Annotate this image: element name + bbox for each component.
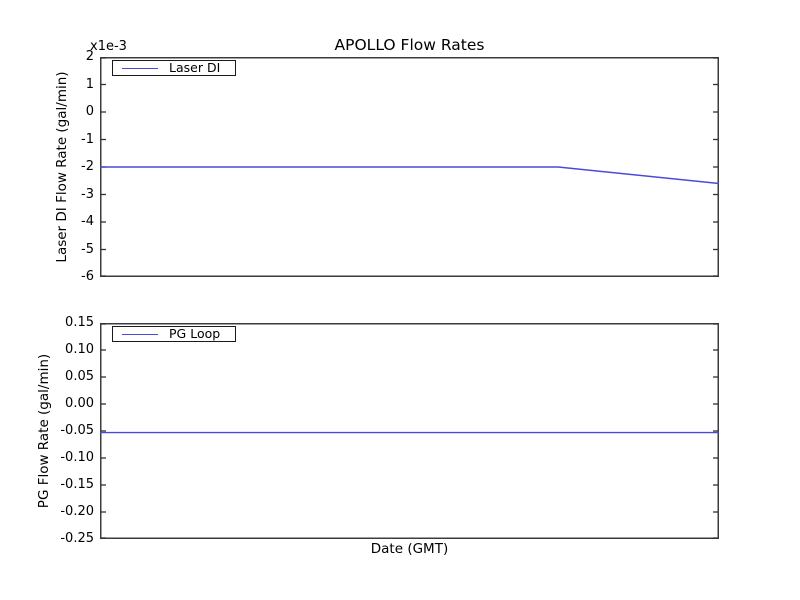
y-tick-label: -0.15 [60,477,94,492]
y-tick-label: -0.10 [60,450,94,465]
y-tick-label: 1 [85,76,94,92]
y-tick-label: 0 [85,104,94,119]
y-tick-label: 0.05 [65,369,94,384]
y-tick-label: 2 [85,49,94,64]
y-tick-label: 0.10 [65,342,94,357]
y-tick-label: -3 [81,186,94,202]
legend-top: Laser DI [112,60,236,76]
y-tick-label: -0.20 [60,504,94,519]
y-tick-label: -1 [81,131,94,147]
x-axis-label: Date (GMT) [370,541,449,557]
y-tick-label: -0.25 [60,531,94,546]
top-plot-canvas [100,57,719,277]
legend-bottom: PG Loop [112,326,236,342]
axes-spines [100,323,719,539]
legend-line-sample-pg-loop [122,333,158,335]
legend-label-laser-di: Laser DI [169,59,221,75]
y-axis-offset-label: x1e-3 [90,39,127,54]
y-tick-label: -0.05 [60,423,94,438]
y-tick-label: 0.00 [65,396,94,411]
chart-title: APOLLO Flow Rates [334,36,485,54]
y-tick-label: -2 [81,159,94,174]
legend-line-sample-laser-di [122,67,158,69]
y-tick-label: -5 [81,241,94,257]
bottom-plot-canvas [100,323,719,539]
series-line-laser-di [100,166,719,185]
y-tick-label: -6 [81,269,94,284]
bottom-plot-area: PG Loop [100,323,719,539]
top-plot-area: Laser DI [100,57,719,277]
legend-label-pg-loop: PG Loop [169,325,221,341]
y-tick-label: -4 [81,214,94,229]
y-tick-label: 0.15 [65,315,94,330]
